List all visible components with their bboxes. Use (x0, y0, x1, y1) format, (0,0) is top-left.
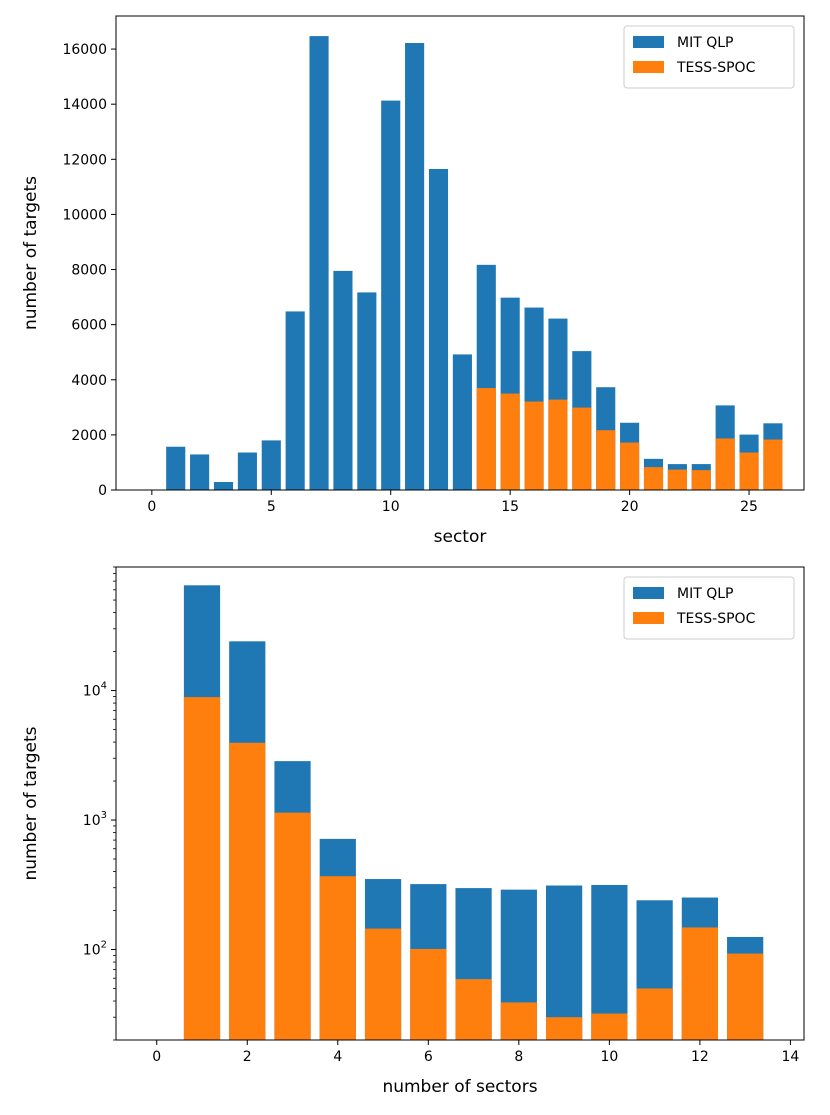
bar (715, 438, 735, 490)
x-tick-label: 5 (267, 499, 276, 515)
bar (166, 446, 186, 490)
bar (285, 311, 305, 490)
legend-swatch (633, 587, 664, 599)
bar (364, 928, 402, 1040)
series-tess-spoc (476, 388, 783, 490)
y-tick-label: 104 (83, 681, 107, 700)
y-tick-label: 103 (83, 810, 107, 829)
y-tick-label: 12000 (62, 152, 107, 168)
x-tick-label: 10 (382, 499, 400, 515)
legend-box (623, 576, 795, 640)
axes-frame (115, 15, 805, 491)
bar (190, 454, 210, 490)
bar (237, 452, 257, 490)
legend-box (623, 25, 795, 89)
series-mit-qlp (183, 585, 764, 1040)
bar (643, 467, 664, 490)
bar (357, 292, 377, 490)
sector-histogram: 0 5 10 15 20 25 0 2000 4000 6000 8000 10000 12000 140… (21, 15, 805, 547)
bar (274, 812, 311, 1040)
bar (763, 439, 783, 490)
legend: MIT QLP TESS-SPOC (623, 576, 795, 640)
legend-label: TESS-SPOC (676, 60, 756, 76)
bar (596, 430, 616, 490)
bar (229, 742, 266, 1040)
bar (546, 885, 583, 1040)
bar (452, 354, 472, 490)
y-tick-label: 2000 (71, 428, 107, 444)
bar (548, 399, 568, 490)
x-tick-label: 25 (740, 499, 758, 515)
y-axis-title: number of targets (21, 176, 41, 330)
bar (476, 388, 496, 490)
x-axis-title: number of sectors (382, 1077, 537, 1097)
x-tick-label: 0 (147, 499, 156, 515)
y-tick-label: 6000 (71, 318, 107, 334)
legend-swatch (633, 36, 664, 48)
legend-label: MIT QLP (677, 35, 733, 51)
bar (546, 1017, 583, 1040)
bar (428, 168, 449, 490)
x-tick-label: 12 (691, 1049, 709, 1065)
x-tick-label: 2 (243, 1049, 252, 1065)
y-axis-title: number of targets (21, 726, 41, 880)
x-tick-label: 6 (424, 1049, 433, 1065)
x-tick-label: 15 (501, 499, 519, 515)
bar (405, 43, 425, 490)
bar (636, 988, 673, 1040)
series-tess-spoc (183, 697, 764, 1040)
legend: MIT QLP TESS-SPOC (623, 25, 795, 89)
x-tick-label: 0 (152, 1049, 161, 1065)
bar (381, 100, 401, 490)
bar (572, 407, 592, 490)
x-tick-label: 8 (514, 1049, 523, 1065)
bar (524, 401, 544, 490)
bar (620, 442, 640, 490)
axes-frame (115, 566, 805, 1041)
legend-swatch (633, 61, 664, 73)
bar (739, 452, 759, 490)
y-tick-label: 16000 (62, 42, 107, 58)
bar (333, 270, 353, 490)
y-tick-label: 10000 (62, 207, 107, 223)
legend-label: MIT QLP (677, 586, 733, 602)
x-tick-label: 4 (333, 1049, 342, 1065)
legend-label: TESS-SPOC (676, 611, 756, 627)
bar (500, 393, 520, 490)
bar (500, 1002, 537, 1040)
series-mit-qlp (166, 36, 783, 491)
x-tick-label: 10 (600, 1049, 618, 1065)
y-tick-label: 102 (83, 940, 107, 959)
bar (213, 482, 234, 490)
bar (667, 469, 687, 490)
bar (455, 979, 492, 1040)
bar (309, 36, 329, 491)
x-tick-label: 14 (782, 1049, 800, 1065)
bar (183, 697, 221, 1040)
bar (727, 953, 764, 1040)
bar (261, 440, 281, 490)
x-tick-label: 20 (621, 499, 639, 515)
bar (319, 876, 356, 1040)
y-tick-label: 0 (98, 483, 107, 499)
sectors-count-histogram: 0 2 4 6 8 10 12 14 102 103 104 number of sectors num… (21, 566, 805, 1097)
bar (591, 1013, 628, 1040)
bar (410, 948, 447, 1040)
y-tick-label: 4000 (71, 373, 107, 389)
bar (681, 927, 718, 1040)
bar (691, 470, 711, 490)
legend-swatch (633, 612, 664, 624)
y-tick-label: 8000 (71, 263, 107, 279)
x-axis-title: sector (434, 527, 487, 547)
y-tick-label: 14000 (62, 97, 107, 113)
